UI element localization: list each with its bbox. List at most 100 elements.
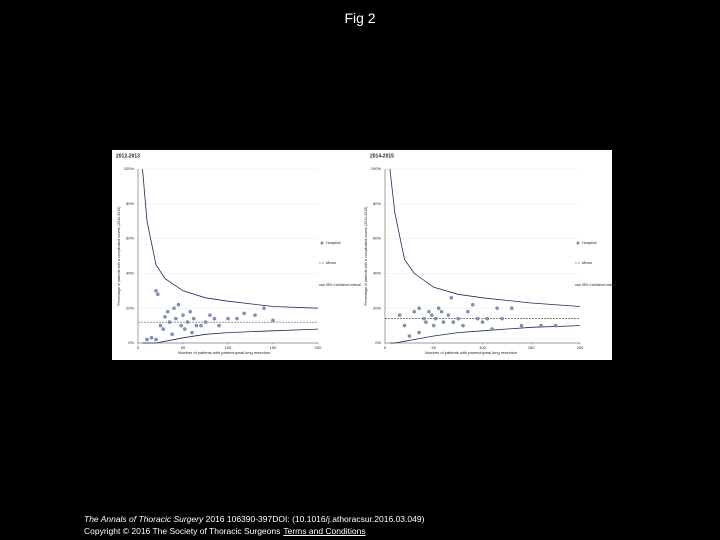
hospital-point — [212, 316, 217, 321]
legend-marker — [576, 241, 580, 245]
hospital-point — [217, 323, 221, 328]
y-axis-label: Percentage of patients with a complicate… — [117, 207, 121, 306]
legend-label: 95% Confidence Interval — [582, 283, 617, 287]
x-tick-label: 200 — [315, 345, 322, 350]
hospital-point — [154, 337, 158, 342]
hospital-point — [500, 316, 504, 321]
x-axis-label: Number of patients with parenchymal lung… — [425, 350, 517, 355]
legend-label: Hospital — [582, 240, 597, 245]
x-tick-label: 0 — [384, 345, 387, 350]
hospital-point — [427, 309, 431, 314]
hospital-point — [412, 309, 416, 314]
ci-lower — [389, 325, 581, 344]
y-tick-label: 0% — [128, 340, 134, 345]
x-tick-label: 100 — [225, 345, 232, 350]
hospital-point — [439, 309, 444, 314]
hospital-point — [407, 334, 412, 338]
legend-label: Hospital — [326, 240, 341, 245]
hospital-point — [397, 313, 402, 317]
hospital-point — [262, 306, 266, 310]
legend-marker — [320, 241, 324, 245]
hospital-point — [456, 316, 460, 321]
hospital-point — [185, 320, 190, 324]
hospital-point — [485, 316, 490, 321]
hospital-point — [490, 327, 494, 331]
y-tick-label: 80% — [373, 201, 381, 206]
x-tick-label: 50 — [432, 345, 437, 350]
chart-title: 2014-2015 — [370, 153, 394, 159]
x-tick-label: 50 — [181, 345, 186, 350]
hospital-point — [203, 320, 208, 324]
x-axis-label: Number of patients with parenchymal lung… — [178, 350, 270, 355]
hospital-point — [436, 306, 441, 310]
hospital-point — [163, 315, 167, 319]
hospital-point — [431, 323, 436, 328]
y-tick-label: 100% — [371, 166, 382, 171]
hospital-point — [161, 327, 165, 331]
hospital-point — [170, 332, 174, 337]
y-tick-label: 40% — [373, 270, 381, 275]
hospital-point — [194, 323, 199, 328]
hospital-point — [188, 309, 192, 314]
figure-background — [112, 150, 612, 360]
footer: The Annals of Thoracic Surgery 2016 1063… — [84, 513, 424, 537]
hospital-point — [199, 323, 203, 328]
citation: 2016 106390-397DOI: (10.1016/j.athoracsu… — [205, 514, 425, 524]
legend-label: Mean — [582, 260, 592, 265]
terms-link[interactable]: Terms and Conditions — [283, 526, 366, 536]
x-tick-label: 200 — [577, 345, 584, 350]
citation-line: The Annals of Thoracic Surgery 2016 1063… — [84, 513, 424, 525]
hospital-point — [176, 302, 181, 307]
y-tick-label: 20% — [373, 305, 381, 310]
x-tick-label: 150 — [528, 345, 535, 350]
legend-label: 95% Confidence Interval — [326, 283, 361, 287]
hospital-point — [242, 311, 246, 316]
y-tick-label: 60% — [373, 236, 381, 241]
slide-title: Fig 2 — [344, 10, 376, 26]
hospital-point — [509, 306, 514, 310]
hospital-point — [149, 336, 154, 340]
hospital-point — [253, 313, 257, 317]
hospital-point — [424, 320, 428, 324]
hospital-point — [235, 316, 239, 321]
journal: The Annals of Thoracic Surgery — [84, 514, 204, 524]
hospital-point — [179, 323, 183, 328]
hospital-point — [271, 318, 275, 323]
x-tick-label: 150 — [270, 345, 277, 350]
hospital-point — [495, 306, 499, 310]
y-tick-label: 20% — [126, 305, 134, 310]
y-tick-label: 80% — [126, 201, 134, 206]
hospital-point — [174, 316, 178, 321]
y-tick-label: 60% — [126, 236, 134, 241]
hospital-point — [430, 313, 434, 317]
hospital-point — [181, 313, 185, 317]
hospital-point — [461, 323, 465, 328]
hospital-point — [480, 320, 485, 324]
x-tick-label: 0 — [137, 345, 140, 350]
hospital-point — [433, 316, 438, 321]
hospital-point — [466, 309, 470, 314]
hospital-point — [226, 316, 230, 321]
hospital-point — [190, 330, 194, 335]
y-axis-label: Percentage of patients with a complicate… — [364, 207, 368, 306]
hospital-point — [451, 320, 455, 324]
hospital-point — [441, 320, 446, 324]
hospital-point — [172, 306, 176, 310]
legend-label: Mean — [326, 260, 336, 265]
x-tick-label: 100 — [479, 345, 486, 350]
hospital-point — [553, 323, 558, 328]
hospital-point — [192, 316, 196, 321]
y-tick-label: 100% — [124, 166, 135, 171]
hospital-point — [156, 292, 160, 297]
hospital-point — [539, 323, 543, 328]
hospital-point — [422, 316, 426, 321]
hospital-point — [145, 337, 149, 342]
copyright-line: Copyright © 2016 The Society of Thoracic… — [84, 525, 424, 537]
hospital-point — [475, 316, 480, 321]
hospital-point — [446, 313, 451, 317]
hospital-point — [208, 313, 212, 317]
hospital-point — [402, 323, 407, 328]
hospital-point — [519, 323, 524, 328]
hospital-point — [154, 289, 158, 293]
